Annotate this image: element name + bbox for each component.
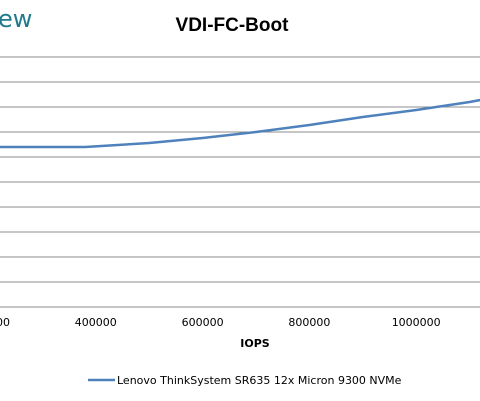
x-tick-label: 800000 [288,316,330,329]
x-tick-label: 200000 [0,316,10,329]
x-tick-label: 400000 [75,316,117,329]
chart-title: VDI-FC-Boot [176,15,290,36]
x-tick-label: 600000 [182,316,224,329]
data-line [0,98,480,149]
legend-label: Lenovo ThinkSystem SR635 12x Micron 9300… [117,374,402,387]
x-tick-label: 1000000 [392,316,441,329]
watermark: ew [0,5,32,33]
x-axis-title: IOPS [240,337,270,350]
